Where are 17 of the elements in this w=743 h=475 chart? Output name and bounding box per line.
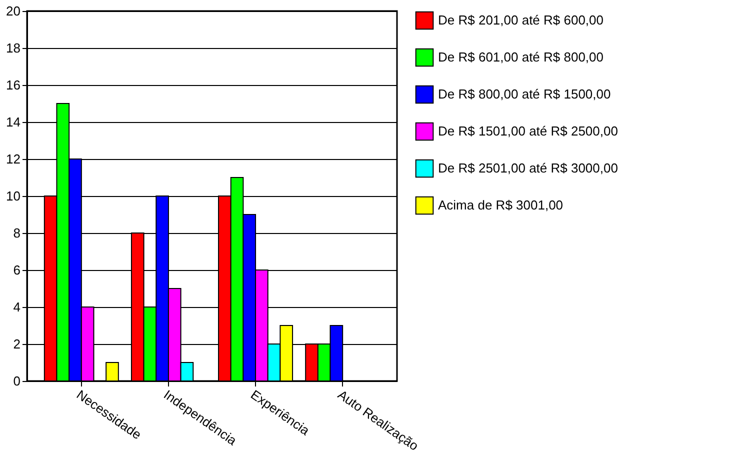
legend-label: De R$ 2501,00 até R$ 3000,00 <box>438 160 618 176</box>
y-tick-label: 10 <box>6 188 20 204</box>
y-tick-label: 8 <box>13 226 20 240</box>
y-tick-label: 16 <box>6 78 20 92</box>
legend-label: Acima de R$ 3001,00 <box>438 198 564 212</box>
y-tick-label: 2 <box>13 336 20 352</box>
legend-label: De R$ 601,00 até R$ 800,00 <box>438 50 604 64</box>
legend-label: De R$ 800,00 até R$ 1500,00 <box>438 86 611 102</box>
y-tick-label: 12 <box>6 152 20 166</box>
legend-label: De R$ 201,00 até R$ 600,00 <box>438 12 604 28</box>
y-tick-label: 0 <box>13 374 20 388</box>
y-tick-label: 6 <box>13 262 20 278</box>
y-tick-label: 18 <box>6 40 20 56</box>
legend-label: De R$ 1501,00 até R$ 2500,00 <box>438 124 618 138</box>
y-tick-label: 4 <box>13 300 20 314</box>
y-tick-label: 14 <box>6 114 20 130</box>
y-tick-label: 20 <box>6 4 20 18</box>
